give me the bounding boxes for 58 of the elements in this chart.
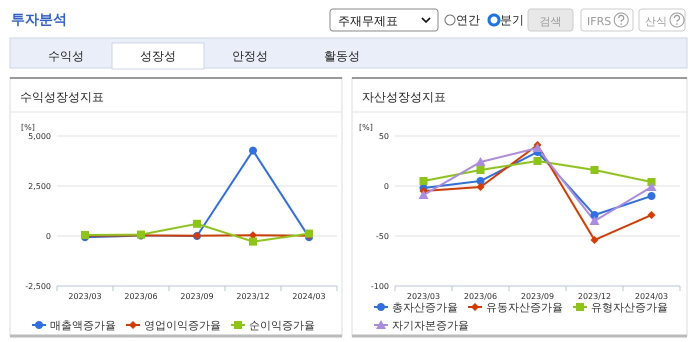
x-tick-label: 2024/03 xyxy=(292,292,326,301)
point xyxy=(476,157,486,166)
x-tick-label: 2023/09 xyxy=(520,292,554,301)
x-tick-label: 2023/12 xyxy=(578,292,612,301)
point xyxy=(476,166,484,174)
point xyxy=(420,177,428,185)
text: 분기 xyxy=(500,13,524,27)
legend-label: 총자산증가율 xyxy=(392,301,458,314)
x-tick-label: 2023/03 xyxy=(68,292,102,301)
text: 검색 xyxy=(540,15,562,28)
chart-title: 자산성장성지표 xyxy=(362,90,446,104)
point xyxy=(648,192,656,200)
y-axis-title: [%] xyxy=(21,123,35,132)
point xyxy=(646,182,656,191)
text: 투자분석 xyxy=(11,12,67,28)
text: 연간 xyxy=(456,13,480,27)
y-tick-label: -100 xyxy=(370,282,389,291)
y-tick-label: 0 xyxy=(46,232,51,241)
text: IFRS xyxy=(587,15,612,28)
point xyxy=(193,220,201,228)
point xyxy=(476,183,484,191)
y-tick-label: 50 xyxy=(378,132,389,141)
point xyxy=(476,177,484,185)
point xyxy=(418,190,428,199)
point xyxy=(249,146,257,155)
y-axis-title: [%] xyxy=(359,123,373,132)
point xyxy=(590,211,598,219)
y-tick-label: 2,500 xyxy=(28,182,51,191)
legend-label: 유형자산증가율 xyxy=(591,301,668,314)
legend-label: 유동자산증가율 xyxy=(486,301,563,314)
chart-title: 수익성장성지표 xyxy=(20,90,104,104)
point xyxy=(534,157,542,165)
text: 주재무제표 xyxy=(338,14,398,28)
y-tick-label: 0 xyxy=(384,182,389,191)
text: 수익성 xyxy=(48,49,84,63)
legend-label: 매출액증가율 xyxy=(50,319,116,332)
x-tick-label: 2023/06 xyxy=(124,292,158,301)
point xyxy=(648,211,656,219)
y-tick-label: -50 xyxy=(376,232,389,241)
point xyxy=(249,238,257,246)
x-tick-label: 2023/06 xyxy=(464,292,498,301)
legend-label: 순이익증가율 xyxy=(249,319,315,332)
text: 산식 xyxy=(645,15,667,28)
point xyxy=(590,216,600,225)
point xyxy=(532,143,542,152)
legend-label: 영업이익증가율 xyxy=(144,319,221,332)
legend-label: 자기자본증가율 xyxy=(392,319,469,332)
x-tick-label: 2023/12 xyxy=(236,292,270,301)
x-tick-label: 2023/09 xyxy=(180,292,214,301)
point xyxy=(590,166,598,174)
text: 활동성 xyxy=(324,49,360,63)
y-tick-label: 5,000 xyxy=(28,132,51,141)
x-tick-label: 2024/03 xyxy=(634,292,668,301)
point xyxy=(590,236,598,244)
text: 안정성 xyxy=(232,49,268,63)
x-tick-label: 2023/03 xyxy=(406,292,440,301)
text: 성장성 xyxy=(140,49,176,63)
y-tick-label: -2,500 xyxy=(25,282,51,291)
